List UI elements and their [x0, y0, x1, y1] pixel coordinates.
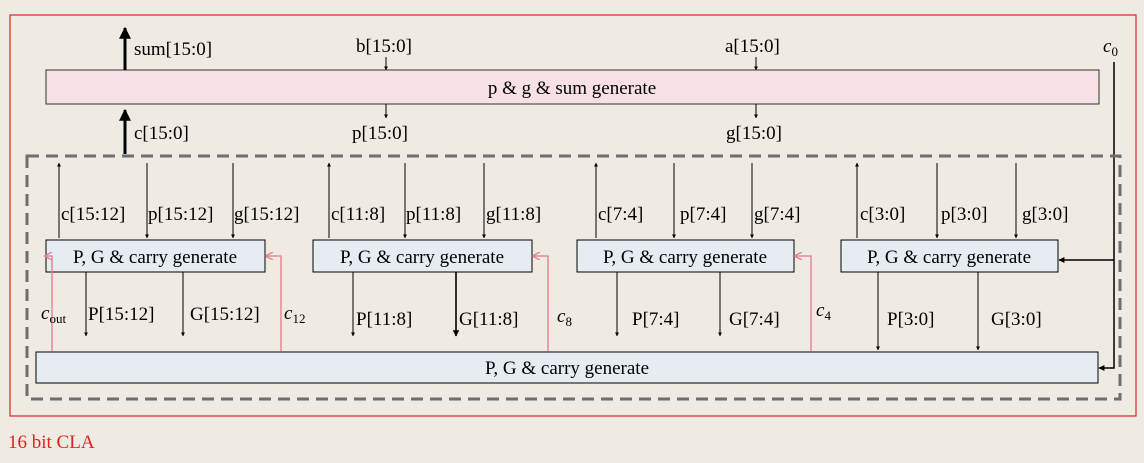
c8-label: c8: [557, 306, 572, 329]
group-g-label: g[15:12]: [234, 204, 299, 225]
group-11-8: c[11:8] p[11:8] g[11:8] P, G & carry gen…: [312, 162, 541, 337]
carry-block: [312, 239, 533, 273]
cout-label: cout: [41, 303, 66, 326]
group-c-label: c[3:0]: [860, 204, 905, 225]
group-3-0: c[3:0] p[3:0] g[3:0] P, G & carry genera…: [840, 162, 1068, 351]
c4-wire: [795, 256, 812, 351]
a-label: a[15:0]: [725, 36, 780, 57]
cout-wire: [45, 256, 53, 351]
group-G-label: G[15:12]: [190, 304, 260, 325]
group-G-label: G[7:4]: [729, 309, 780, 330]
group-G-label: G[11:8]: [459, 309, 518, 330]
group-c-label: c[7:4]: [598, 204, 643, 225]
group-g-label: g[7:4]: [754, 204, 800, 225]
carry-block-label: P, G & carry generate: [603, 247, 767, 268]
group-c-label: c[15:12]: [61, 204, 125, 225]
b-label: b[15:0]: [356, 36, 412, 57]
carry-block: [840, 239, 1059, 273]
c12-wire: [266, 256, 282, 351]
outer-frame: [9, 14, 1137, 417]
caption: 16 bit CLA: [8, 432, 95, 453]
group-p-label: p[15:12]: [148, 204, 213, 225]
c12-label: c12: [284, 303, 305, 326]
group-P-label: P[11:8]: [356, 309, 412, 330]
group-P-label: P[15:12]: [88, 304, 155, 325]
c4-label: c4: [816, 300, 831, 323]
group-P-label: P[7:4]: [632, 309, 680, 330]
group-c-label: c[11:8]: [331, 204, 385, 225]
group-p-label: p[11:8]: [406, 204, 461, 225]
carry-block: [576, 239, 795, 273]
dashed-container: [25, 154, 1122, 401]
bottom-block-label: P, G & carry generate: [485, 358, 649, 379]
carry-block: [45, 239, 266, 273]
top-block: [45, 69, 1100, 105]
c-label: c[15:0]: [134, 123, 189, 144]
group-P-label: P[3:0]: [887, 309, 935, 330]
bottom-block: [35, 351, 1099, 384]
carry-block-label: P, G & carry generate: [73, 247, 237, 268]
group-15-12: c[15:12] p[15:12] g[15:12] P, G & carry …: [45, 162, 299, 337]
c8-wire: [533, 256, 549, 351]
group-g-label: g[3:0]: [1022, 204, 1068, 225]
sum-label: sum[15:0]: [134, 39, 212, 60]
c0-wire: [1098, 62, 1115, 371]
p-label: p[15:0]: [352, 123, 408, 144]
group-g-label: g[11:8]: [486, 204, 541, 225]
group-p-label: p[3:0]: [941, 204, 987, 225]
group-p-label: p[7:4]: [680, 204, 726, 225]
g-label: g[15:0]: [726, 123, 782, 144]
carry-block-label: P, G & carry generate: [867, 247, 1031, 268]
top-block-label: p & g & sum generate: [488, 78, 656, 99]
group-7-4: c[7:4] p[7:4] g[7:4] P, G & carry genera…: [576, 162, 800, 337]
carry-block-label: P, G & carry generate: [340, 247, 504, 268]
group-G-label: G[3:0]: [991, 309, 1042, 330]
c0-label: c0: [1103, 36, 1118, 59]
